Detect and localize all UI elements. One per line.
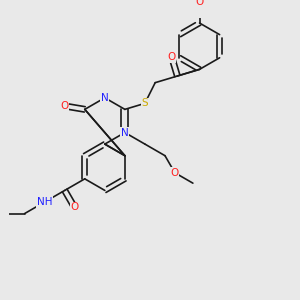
Text: O: O xyxy=(195,0,204,7)
Text: O: O xyxy=(168,52,176,62)
Text: O: O xyxy=(171,168,179,178)
Text: NH: NH xyxy=(37,197,52,207)
Text: N: N xyxy=(101,93,109,103)
Text: S: S xyxy=(142,98,148,108)
Text: O: O xyxy=(70,202,79,212)
Text: O: O xyxy=(60,101,68,111)
Text: N: N xyxy=(121,128,129,137)
